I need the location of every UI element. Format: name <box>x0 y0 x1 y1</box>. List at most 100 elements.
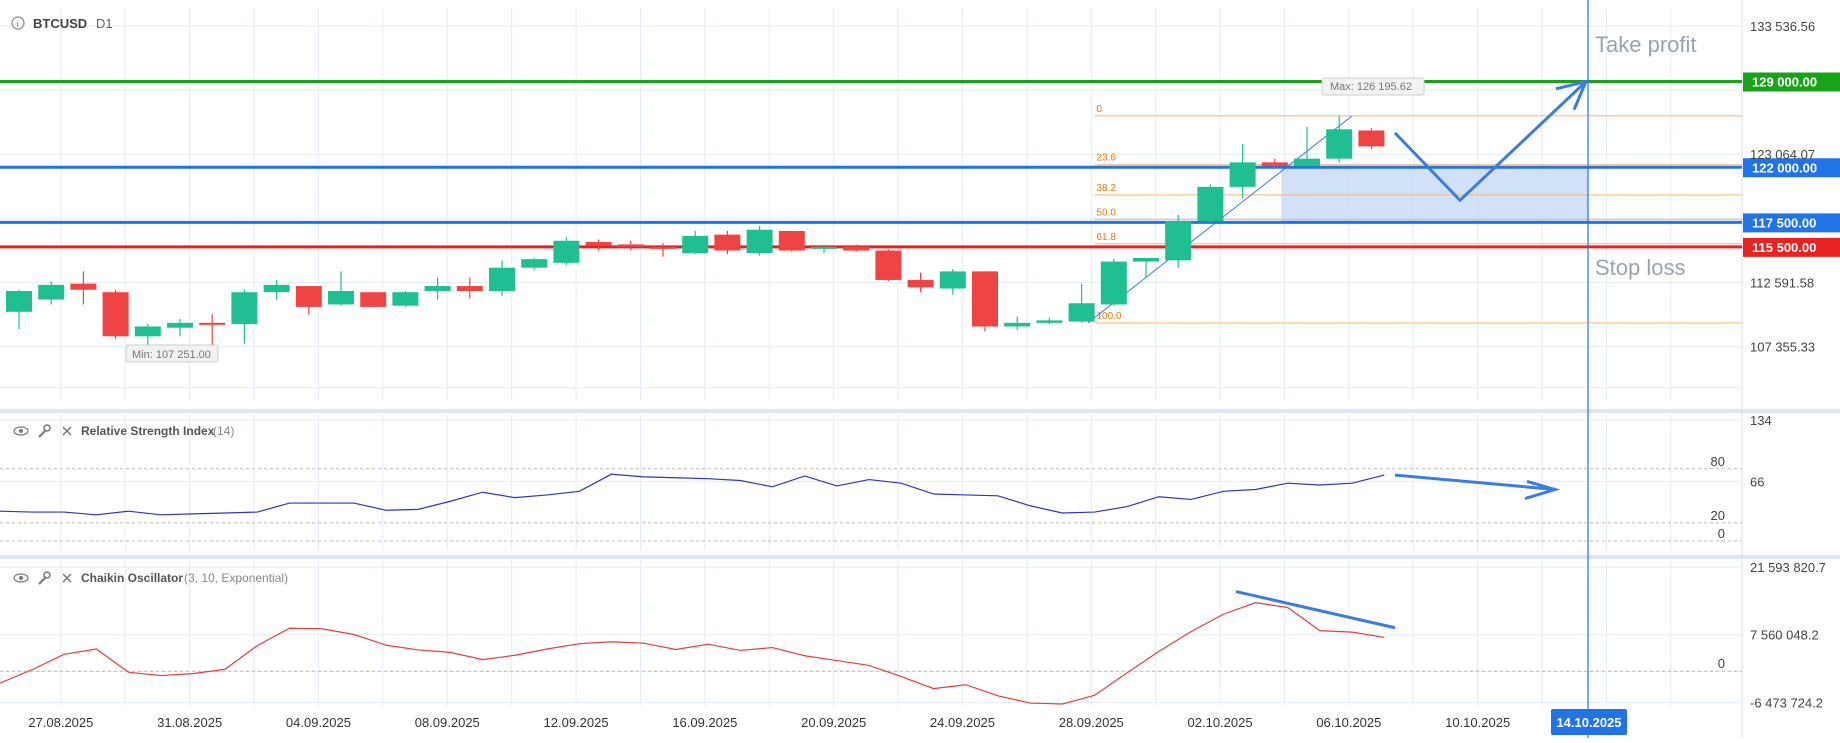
rsi-arrow-head <box>1524 479 1561 500</box>
projected-arrow-head <box>1555 79 1589 111</box>
date-tick-label: 08.09.2025 <box>415 715 480 730</box>
date-tick-label: 06.10.2025 <box>1316 715 1381 730</box>
rsi-header: Relative Strength Index (14) <box>13 424 234 438</box>
candle-body <box>295 286 322 307</box>
close-icon[interactable] <box>62 426 72 436</box>
candle-body <box>231 292 258 325</box>
timeframe-label: D1 <box>96 16 113 31</box>
max-label: Max: 126 195.62 <box>1330 81 1412 93</box>
pane-separator[interactable] <box>0 555 1840 559</box>
price-tick-label: 123 064.07 <box>1750 147 1815 162</box>
candle-body <box>1165 221 1192 261</box>
rsi-title: Relative Strength Index <box>81 424 215 438</box>
rsi-pane: 80 20 0 134 66 <box>0 413 1772 542</box>
candle-body <box>392 292 419 306</box>
wrench-icon[interactable] <box>38 424 51 438</box>
chaikin-pane: 0 21 593 820.7 7 560 048.2 -6 473 724.2 <box>0 560 1826 710</box>
cursor-date: 14.10.2025 <box>1556 715 1621 730</box>
candle-body <box>1261 162 1288 167</box>
candle-body <box>1100 261 1127 305</box>
fib-level-label: 0 <box>1096 104 1102 115</box>
pane-separator[interactable] <box>0 409 1840 413</box>
candle-body <box>811 246 837 249</box>
candle-body <box>553 240 580 263</box>
rsi-level-label: 0 <box>1718 526 1725 541</box>
candle-body <box>746 229 773 253</box>
fib-level-label: 50.0 <box>1096 207 1116 218</box>
candle-body <box>682 235 709 253</box>
price-level-badge <box>1743 213 1840 233</box>
chaikin-trend-line <box>1235 590 1396 630</box>
rsi-tick-label: 134 <box>1750 413 1772 428</box>
price-level-label: 122 000.00 <box>1752 160 1817 175</box>
candle-body <box>489 267 515 291</box>
chaikin-params: (3, 10, Exponential) <box>184 571 288 585</box>
rsi-arrow-line <box>1394 473 1556 492</box>
candle-body <box>521 259 548 268</box>
date-axis: 27.08.2025 31.08.2025 04.09.2025 08.09.2025… <box>28 715 1510 730</box>
chaikin-tick-label: 21 593 820.7 <box>1750 560 1826 575</box>
candle-body <box>424 286 451 291</box>
horizontal-levels[interactable]: 129 000.00 122 000.00 117 500.00 115 500.00 <box>0 72 1840 257</box>
min-label: Min: 107 251.00 <box>132 349 211 361</box>
date-tick-label: 10.10.2025 <box>1445 715 1510 730</box>
rsi-line <box>0 473 1385 516</box>
price-tick-label: 112 591.58 <box>1750 276 1814 291</box>
date-tick-label: 04.09.2025 <box>286 715 351 730</box>
fib-level-label: 38.2 <box>1096 183 1116 194</box>
date-tick-label: 16.09.2025 <box>672 715 737 730</box>
candle-body <box>328 290 354 305</box>
chaikin-header: Chaikin Oscillator (3, 10, Exponential) <box>13 571 288 585</box>
drawings[interactable] <box>1393 79 1589 203</box>
price-axis: 133 536.56 123 064.07 112 591.58 107 355.33 <box>1750 19 1815 355</box>
candle-body <box>456 286 483 291</box>
wrench-icon[interactable] <box>38 571 51 585</box>
symbol-label: BTCUSD <box>33 16 87 31</box>
eye-icon[interactable] <box>13 426 29 436</box>
fib-level-label: 23.6 <box>1096 153 1116 164</box>
candle-body <box>650 246 676 249</box>
candle-body <box>38 284 65 300</box>
candle-body <box>1326 129 1353 159</box>
candle-body <box>714 234 741 251</box>
candle-body <box>263 284 290 293</box>
candle-body <box>843 246 870 251</box>
price-level-badge <box>1743 72 1840 92</box>
date-tick-label: 12.09.2025 <box>544 715 609 730</box>
candles <box>6 115 1385 348</box>
projected-path <box>1393 80 1588 203</box>
cursor-date-box <box>1551 709 1627 735</box>
candle-body <box>1197 186 1224 222</box>
eye-icon[interactable] <box>13 573 29 583</box>
candle-body <box>1229 162 1256 187</box>
candle-body <box>1004 322 1031 327</box>
date-tick-label: 24.09.2025 <box>930 715 995 730</box>
candle-body <box>1036 320 1063 323</box>
min-label-box <box>125 344 219 363</box>
candle-body <box>6 290 32 312</box>
take-profit-label: Take profit <box>1595 32 1697 57</box>
close-icon[interactable] <box>62 573 72 583</box>
date-tick-label: 31.08.2025 <box>157 715 222 730</box>
rsi-level-label: 20 <box>1711 508 1725 523</box>
fib-level-label: 61.8 <box>1096 232 1116 243</box>
info-icon[interactable] <box>11 16 25 30</box>
chaikin-tick-label: 7 560 048.2 <box>1750 628 1819 643</box>
price-tick-label: 133 536.56 <box>1750 19 1815 34</box>
price-level-label: 115 500.00 <box>1752 240 1816 255</box>
price-tick-label: 107 355.33 <box>1750 340 1815 355</box>
candle-body <box>875 250 902 280</box>
date-tick-label: 28.09.2025 <box>1059 715 1124 730</box>
candle-body <box>972 271 998 327</box>
candle-body <box>102 292 129 337</box>
date-tick-label: 20.09.2025 <box>801 715 866 730</box>
date-tick-label: 02.10.2025 <box>1188 715 1253 730</box>
candle-body <box>167 322 193 328</box>
candle-body <box>907 279 934 288</box>
date-tick-label: 27.08.2025 <box>28 715 93 730</box>
chaikin-zero-label: 0 <box>1718 656 1725 671</box>
rsi-level-label: 80 <box>1711 454 1725 469</box>
